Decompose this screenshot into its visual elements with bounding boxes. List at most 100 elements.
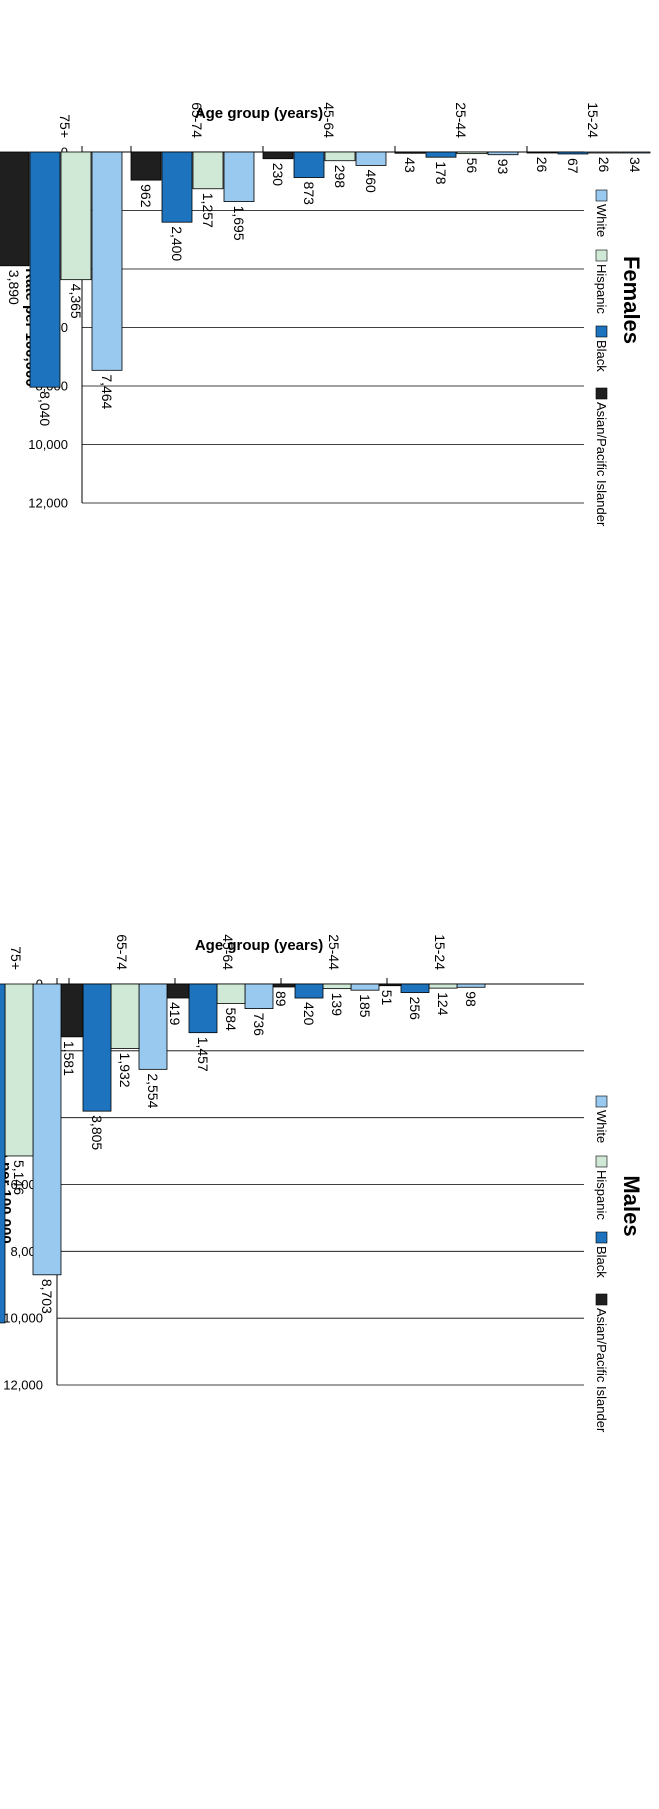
category-label: 45-64 — [220, 934, 236, 970]
bar-white — [456, 983, 486, 988]
data-label: 419 — [167, 1002, 183, 1026]
data-label: 584 — [223, 1008, 239, 1032]
bar-hispanic — [110, 983, 140, 1049]
bar-asian-pacific-islander — [262, 151, 294, 160]
data-label: 124 — [435, 992, 451, 1016]
bar-hispanic — [456, 151, 488, 155]
bar-hispanic — [216, 983, 246, 1004]
chart-panel-females: Females White Hispanic Black Asian/Pacific I… — [0, 102, 651, 527]
legend-label: White — [594, 204, 609, 237]
legend-label: Hispanic — [594, 1170, 609, 1220]
bar-hispanic — [60, 151, 92, 281]
category-label: 65-74 — [114, 934, 130, 970]
bar-white — [223, 151, 255, 202]
data-label: 89 — [273, 991, 289, 1007]
bar-white — [91, 151, 123, 371]
data-label: 5,146 — [11, 1160, 27, 1195]
bar-black — [400, 983, 430, 993]
value-tick-label: 10,000 — [3, 1311, 43, 1326]
category-label: 15-24 — [585, 102, 601, 138]
bar-white — [487, 151, 519, 156]
chart-title: Females — [619, 256, 644, 344]
bar-asian-pacific-islander — [0, 151, 30, 267]
data-label: 1,932 — [117, 1053, 133, 1088]
bar-white — [350, 983, 380, 991]
legend-swatch — [595, 1155, 608, 1168]
data-label: 1,257 — [200, 193, 216, 228]
data-label: 26 — [596, 157, 612, 173]
data-label: 43 — [402, 157, 418, 173]
bar-black — [557, 151, 589, 155]
data-label: 3,890 — [6, 270, 22, 305]
bar-black — [293, 151, 325, 178]
data-label: 1,581 — [61, 1041, 77, 1076]
data-label: 962 — [138, 184, 154, 208]
data-label: 8,703 — [39, 1279, 55, 1314]
chart-panel-males: Males White Hispanic Black Asian/Pacific Isl… — [0, 934, 644, 1433]
legend-swatch — [595, 249, 608, 262]
data-label: 185 — [357, 994, 373, 1018]
data-label: 2,400 — [169, 226, 185, 261]
data-label: 8,040 — [37, 391, 53, 426]
data-label: 298 — [332, 165, 348, 189]
value-tick-label: 12,000 — [3, 1378, 43, 1393]
category-label: 65-74 — [189, 102, 205, 138]
data-label: 3,805 — [89, 1115, 105, 1150]
data-label: 873 — [301, 182, 317, 206]
data-label: 26 — [534, 157, 550, 173]
data-label: 93 — [495, 159, 511, 175]
data-label: 67 — [565, 158, 581, 174]
data-label: 420 — [301, 1002, 317, 1026]
bar-hispanic — [4, 983, 34, 1157]
data-label: 1,457 — [195, 1037, 211, 1072]
bar-black — [425, 151, 457, 158]
bar-hispanic — [588, 151, 620, 154]
data-label: 230 — [270, 163, 286, 187]
value-tick-label: 12,000 — [28, 496, 68, 511]
bar-hispanic — [428, 983, 458, 989]
category-label: 25-44 — [326, 934, 342, 970]
data-label: 51 — [379, 990, 395, 1006]
legend-swatch — [595, 1095, 608, 1108]
chart-title: Males — [619, 1175, 644, 1236]
legend-label: Black — [594, 340, 609, 372]
bar-white — [355, 151, 387, 166]
legend-label: Black — [594, 1246, 609, 1278]
data-label: 256 — [407, 997, 423, 1021]
bar-black — [188, 983, 218, 1034]
data-label: 736 — [251, 1013, 267, 1037]
legend-label: Asian/Pacific Islander — [594, 1308, 609, 1433]
bar-white — [138, 983, 168, 1070]
category-label: 75+ — [8, 946, 24, 970]
bar-white — [619, 151, 651, 154]
bar-white — [32, 983, 62, 1276]
bar-white — [244, 983, 274, 1009]
bar-black — [29, 151, 61, 388]
bar-black — [294, 983, 324, 999]
legend-label: Asian/Pacific Islander — [594, 402, 609, 527]
legend-label: Hispanic — [594, 264, 609, 314]
bar-asian-pacific-islander — [526, 151, 558, 154]
legend: White Hispanic Black Asian/Pacific Islander — [594, 1095, 609, 1433]
category-label: 45-64 — [321, 102, 337, 138]
legend-label: White — [594, 1110, 609, 1143]
bar-hispanic — [322, 983, 352, 990]
bar-black — [161, 151, 193, 223]
x-axis-title: Age group (years) — [195, 105, 323, 122]
data-label: 2,554 — [145, 1073, 161, 1108]
bar-black — [82, 983, 112, 1112]
bar-asian-pacific-islander — [394, 151, 426, 154]
legend-swatch — [595, 1231, 608, 1244]
data-label: 34 — [627, 157, 643, 173]
data-label: 56 — [464, 158, 480, 174]
bar-asian-pacific-islander — [130, 151, 162, 181]
data-label: 7,464 — [99, 374, 115, 409]
category-label: 25-44 — [453, 102, 469, 138]
legend-swatch — [595, 1293, 608, 1306]
data-label: 139 — [329, 993, 345, 1017]
legend-swatch — [595, 387, 608, 400]
category-label: 75+ — [57, 114, 73, 138]
bar-black — [0, 983, 6, 1324]
